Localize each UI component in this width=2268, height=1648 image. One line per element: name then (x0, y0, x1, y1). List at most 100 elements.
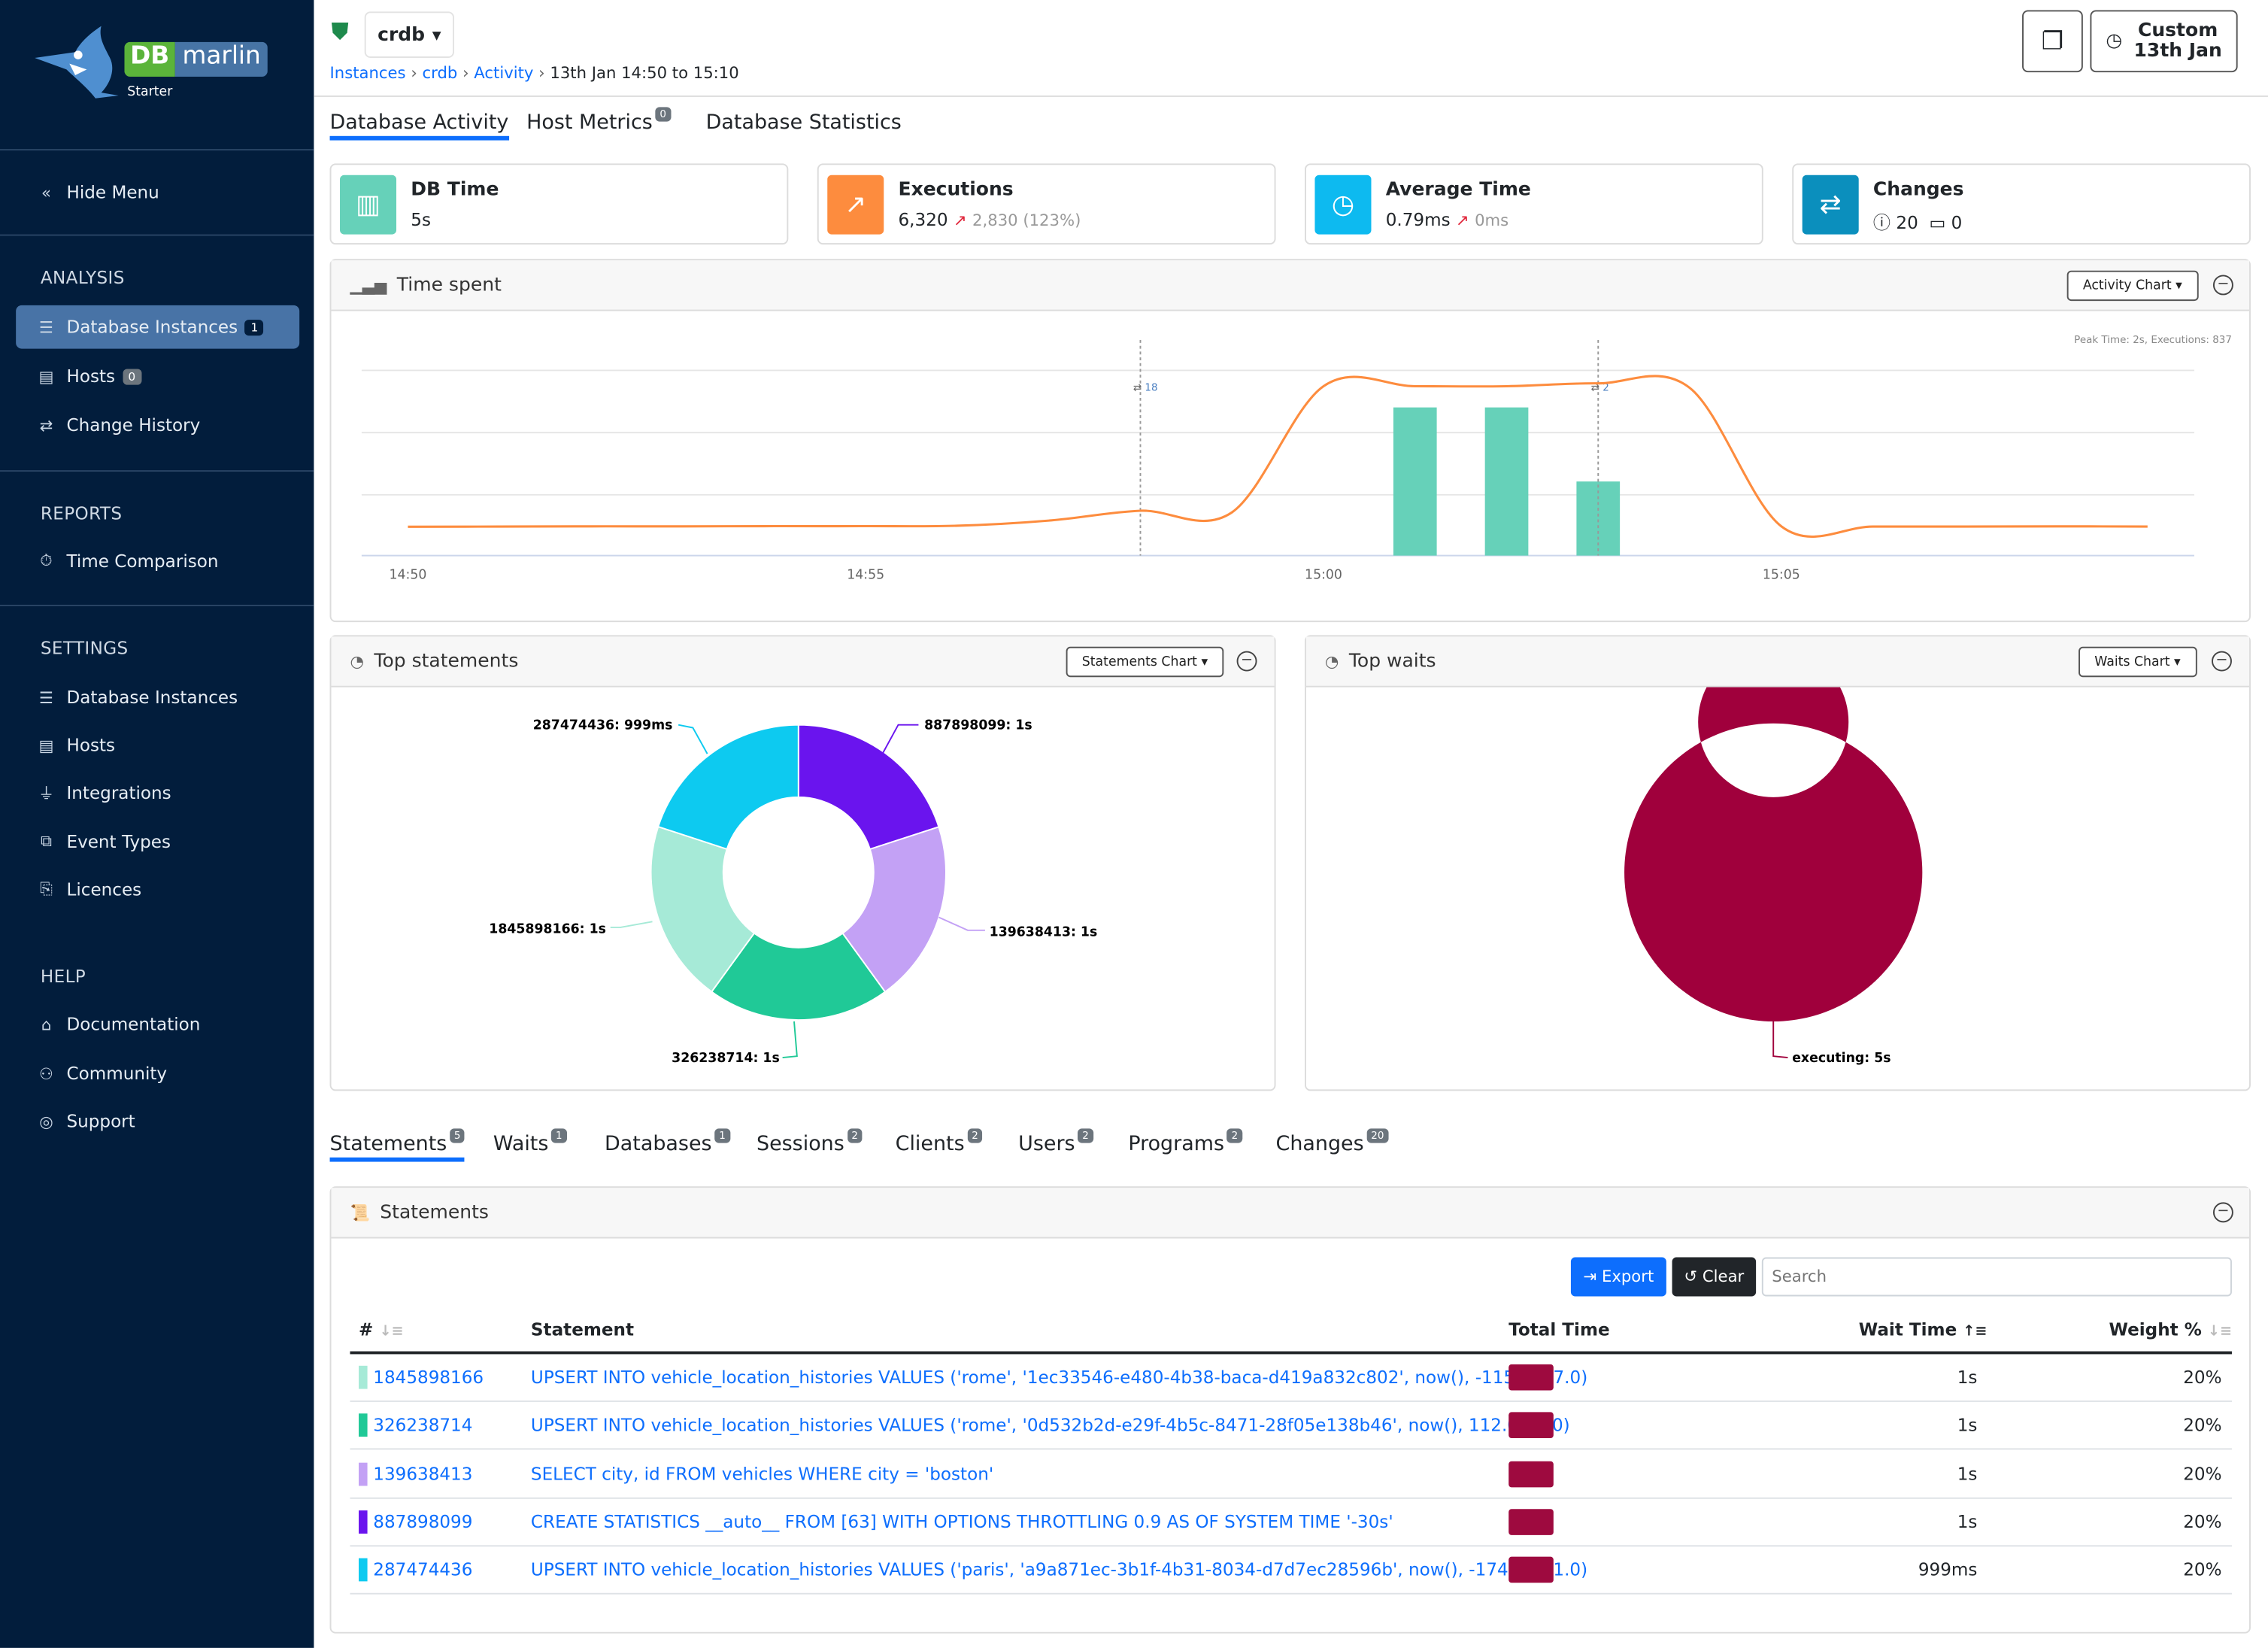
database-icon: ☰ (39, 317, 54, 337)
sidebar-item-hosts[interactable]: ▤ Hosts 0 (16, 354, 299, 398)
statements-chart-dropdown[interactable]: Statements Chart ▾ (1066, 646, 1224, 678)
collapse-button[interactable]: − (2212, 275, 2233, 296)
sidebar-item-documentation[interactable]: ⌂ Documentation (16, 1003, 299, 1046)
pie-slice[interactable] (797, 724, 940, 851)
tab-statements[interactable]: Statements 5 (329, 1128, 465, 1162)
column-header-weight[interactable]: Weight % ↓≡ (2109, 1319, 2232, 1340)
tab-users[interactable]: Users 2 (1018, 1128, 1093, 1156)
tab-clients[interactable]: Clients 2 (895, 1128, 983, 1156)
total-time-bar (1508, 1557, 1554, 1583)
pie-label: 887898099: 1s (924, 718, 1032, 733)
statement-id-link[interactable]: 887898099 (373, 1511, 473, 1532)
weight: 20% (2183, 1511, 2222, 1532)
collapse-button[interactable]: − (1236, 651, 1257, 672)
statement-id-link[interactable]: 326238714 (373, 1415, 473, 1436)
kpi-title: Average Time (1385, 179, 1531, 202)
statement-text-link[interactable]: UPSERT INTO vehicle_location_histories V… (530, 1367, 1588, 1388)
clear-button[interactable]: ↺ Clear (1672, 1257, 1757, 1297)
statement-id-link[interactable]: 139638413 (373, 1463, 473, 1484)
dropdown-label: Waits Chart (2094, 654, 2170, 669)
tab-waits[interactable]: Waits 1 (493, 1128, 567, 1156)
search-input[interactable] (1761, 1257, 2232, 1297)
breadcrumb-crdb[interactable]: crdb (422, 63, 458, 83)
tab-sessions[interactable]: Sessions 2 (756, 1128, 863, 1156)
column-header-wait-time[interactable]: Wait Time ↑≡ (1859, 1319, 1988, 1340)
column-header-total-time[interactable]: Total Time (1508, 1319, 1610, 1340)
instance-selector[interactable]: crdb ▼ (364, 11, 454, 58)
tab-label: Clients (895, 1133, 965, 1156)
tab-databases[interactable]: Databases 1 (605, 1128, 730, 1156)
time-range-line1: Custom (2138, 19, 2218, 41)
dropdown-label: Activity Chart (2082, 278, 2172, 293)
tab-programs[interactable]: Programs 2 (1128, 1128, 1242, 1156)
hide-menu-button[interactable]: « Hide Menu (16, 171, 299, 214)
statement-text-link[interactable]: CREATE STATISTICS __auto__ FROM [63] WIT… (530, 1511, 1393, 1532)
kpi-value: 0.79ms (1385, 209, 1451, 230)
pie-slice[interactable] (1624, 687, 1923, 1021)
time-range-line2: 13th Jan (2133, 39, 2222, 62)
sidebar-item-label: Hosts (66, 366, 116, 387)
sidebar-section-title: HELP (40, 966, 86, 987)
tab-label: Users (1018, 1133, 1075, 1156)
column-header-statement[interactable]: Statement (530, 1319, 635, 1340)
changes-info-count: 20 (1896, 212, 1918, 233)
breadcrumb-activity[interactable]: Activity (474, 63, 534, 83)
statement-text-link[interactable]: UPSERT INTO vehicle_location_histories V… (530, 1415, 1570, 1436)
sidebar-item-database-instances[interactable]: ☰ Database Instances 1 (16, 305, 300, 349)
pie-slice[interactable] (710, 932, 887, 1021)
sidebar-item-database-instances[interactable]: ☰ Database Instances (16, 675, 299, 719)
sidebar-item-time-comparison[interactable]: ⏱ Time Comparison (16, 539, 299, 583)
waits-chart-dropdown[interactable]: Waits Chart ▾ (2078, 646, 2197, 678)
collapse-button[interactable]: − (2212, 1202, 2233, 1223)
sidebar-item-community[interactable]: ⚇ Community (16, 1052, 299, 1095)
plug-icon: ⏚ (38, 784, 55, 803)
activity-chart-dropdown[interactable]: Activity Chart ▾ (2066, 270, 2199, 302)
column-header-id[interactable]: # ↓≡ (359, 1319, 404, 1340)
time-range-button[interactable]: ◷ Custom 13th Jan (2090, 10, 2238, 73)
sidebar-section-title: REPORTS (40, 503, 123, 524)
tab-database-statistics[interactable]: Database Statistics (706, 111, 902, 135)
statement-color-swatch (359, 1461, 368, 1486)
table-row[interactable]: 1845898166 UPSERT INTO vehicle_location_… (350, 1354, 2232, 1402)
statement-id-link[interactable]: 287474436 (373, 1559, 473, 1580)
statement-text-link[interactable]: SELECT city, id FROM vehicles WHERE city… (530, 1463, 994, 1484)
top-statements-card: ◔ Top statements Statements Chart ▾ − 887… (329, 635, 1276, 1091)
double-chevron-left-icon: « (41, 183, 52, 202)
tab-label: Sessions (756, 1133, 844, 1156)
copy-button[interactable]: ❐ (2022, 10, 2083, 73)
pie-slice[interactable] (650, 825, 756, 993)
pie-slice[interactable] (657, 724, 799, 851)
tab-changes[interactable]: Changes 20 (1276, 1128, 1389, 1156)
total-time-bar (1508, 1364, 1554, 1391)
tab-host-metrics[interactable]: Host Metrics 0 (526, 107, 671, 135)
table-row[interactable]: 139638413 SELECT city, id FROM vehicles … (350, 1450, 2232, 1498)
statement-text-link[interactable]: UPSERT INTO vehicle_location_histories V… (530, 1559, 1588, 1580)
sidebar-item-licences[interactable]: ⎘ Licences (16, 868, 299, 912)
tab-badge: 0 (655, 107, 671, 122)
sidebar-item-hosts[interactable]: ▤ Hosts (16, 724, 299, 767)
column-label: Wait Time (1858, 1319, 1957, 1340)
change-count: 2 (1602, 382, 1609, 393)
tab-database-activity[interactable]: Database Activity (329, 111, 509, 141)
table-row[interactable]: 887898099 CREATE STATISTICS __auto__ FRO… (350, 1499, 2232, 1547)
statement-id-link[interactable]: 1845898166 (373, 1367, 484, 1388)
tab-badge: 2 (1226, 1128, 1242, 1143)
logo[interactable]: DB marlin Starter (32, 20, 268, 107)
stopwatch-icon: ⏱ (40, 551, 53, 570)
tab-badge: 2 (967, 1128, 983, 1143)
table-row[interactable]: 326238714 UPSERT INTO vehicle_location_h… (350, 1402, 2232, 1450)
export-button[interactable]: ⇥ Export (1570, 1257, 1666, 1297)
breadcrumb-instances[interactable]: Instances (329, 63, 406, 83)
x-tick-label: 15:00 (1305, 567, 1342, 582)
pie-label: 1845898166: 1s (489, 922, 606, 937)
sidebar-item-change-history[interactable]: ⇄ Change History (16, 404, 299, 448)
sidebar-item-integrations[interactable]: ⏚ Integrations (16, 771, 299, 815)
sidebar-item-support[interactable]: ◎ Support (16, 1100, 299, 1143)
breadcrumb: Instances › crdb › Activity › 13th Jan 1… (329, 63, 739, 83)
collapse-button[interactable]: − (2212, 651, 2232, 672)
sidebar-item-event-types[interactable]: ⧉ Event Types (16, 821, 299, 864)
time-spent-card: ▁▃▅ Time spent Activity Chart ▾ − Peak Ti… (329, 259, 2251, 623)
table-row[interactable]: 287474436 UPSERT INTO vehicle_location_h… (350, 1547, 2232, 1595)
pie-slice[interactable] (841, 826, 947, 993)
edition-label: Starter (127, 85, 173, 100)
